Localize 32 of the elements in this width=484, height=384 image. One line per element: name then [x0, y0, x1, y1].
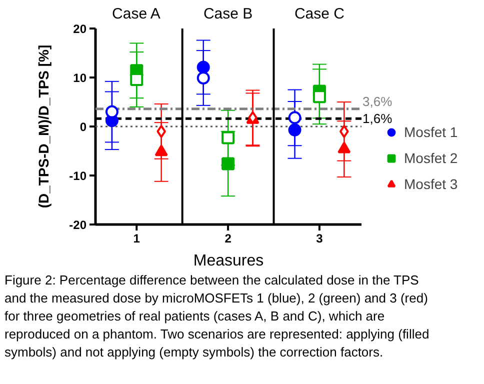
point [288, 123, 302, 136]
point [154, 144, 168, 156]
point [312, 90, 326, 104]
y-tick-label: 20 [73, 22, 87, 36]
point [105, 105, 118, 118]
legend-label: Mosfet 3 [404, 176, 458, 192]
x-tick-label: 3 [316, 232, 324, 246]
y-tick-label: -10 [69, 169, 87, 183]
text: Case A [112, 6, 160, 22]
y-tick-label: -20 [69, 218, 87, 232]
ref-line-label: 3,6% [362, 94, 393, 109]
point [222, 131, 235, 144]
point [339, 124, 349, 138]
y-tick-label: 10 [73, 71, 87, 85]
point [196, 72, 210, 84]
point [222, 157, 235, 170]
point [288, 111, 302, 124]
point [130, 72, 144, 86]
ref-line-label: 1,6% [362, 111, 393, 126]
caption: Figure 2: Percentage difference between the calculated dose in the TPS and the measured dose by microMOSFETs 1 (blue), 2 (green) and 3 (red) for three geometries of real patients (cases A, B and C), which are reproduced on a phantom. Two scenarios are represented: applying (filled symbols) and not applying (empty symbols) the correction factors. [4, 272, 430, 360]
legend-label: Mosfet 1 [404, 124, 458, 140]
x-tick-label: 2 [224, 232, 232, 246]
point [196, 60, 210, 74]
legend-label: Mosfet 2 [404, 150, 458, 166]
y-tick-label: 0 [80, 120, 87, 134]
text: Case C [294, 6, 345, 22]
y-axis-title: (D_TPS-D_M)/D_TPS [%] [36, 44, 52, 208]
text: Case B [203, 6, 253, 22]
x-axis-title: Measures [193, 252, 264, 270]
point [156, 124, 166, 138]
x-tick-label: 1 [133, 232, 140, 246]
point [338, 142, 351, 154]
